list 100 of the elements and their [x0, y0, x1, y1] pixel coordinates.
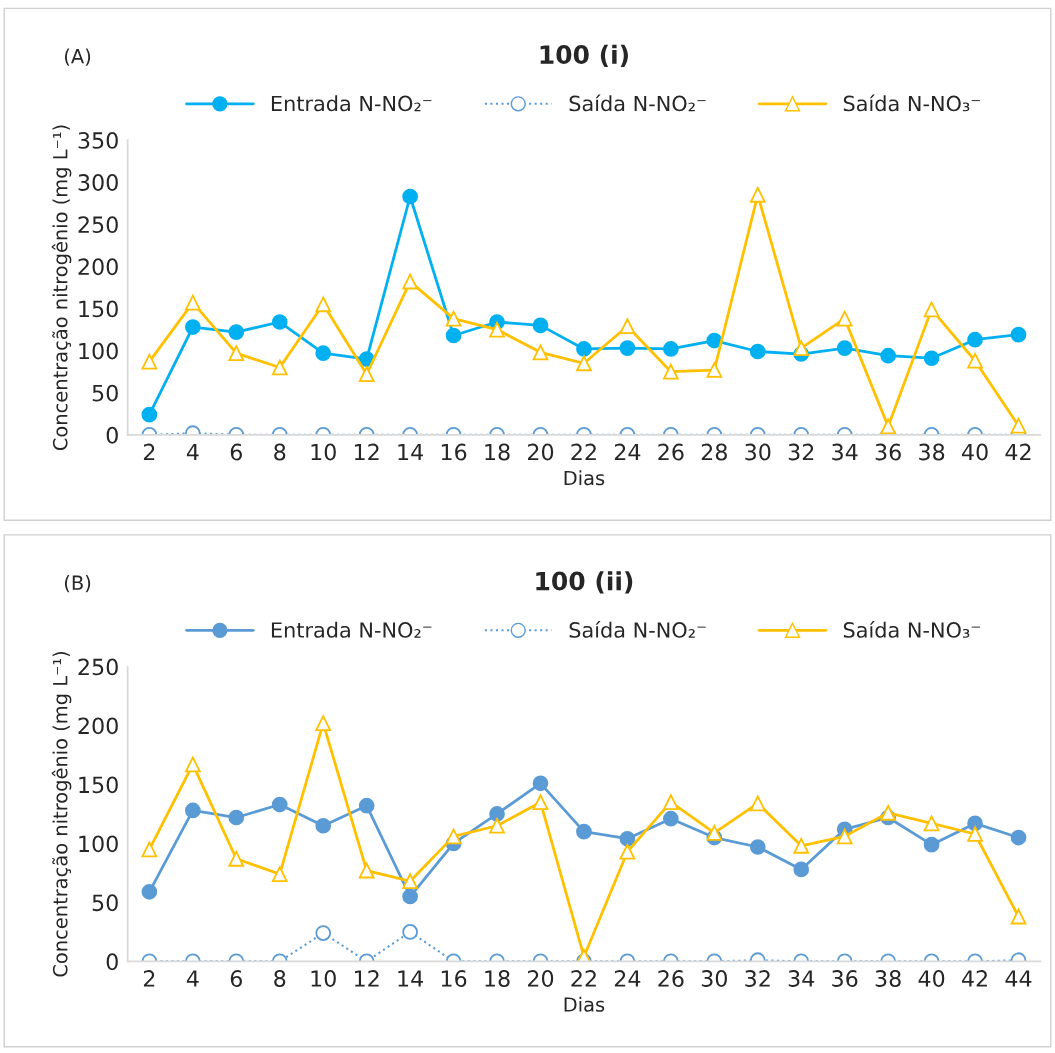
point	[271, 796, 288, 813]
x-tick-label: 10	[311, 443, 336, 461]
y-tick-label: 100	[79, 342, 118, 360]
point	[967, 815, 983, 832]
x-tick-label: 36	[875, 443, 901, 461]
point	[271, 866, 288, 882]
point	[1010, 829, 1027, 846]
point	[402, 873, 418, 890]
legend-label: Saída N-NO₂⁻	[569, 620, 706, 638]
point	[228, 809, 245, 826]
point	[315, 817, 332, 834]
x-tick-label: 22	[571, 970, 596, 987]
x-tick-label: 4	[186, 443, 199, 461]
point	[749, 839, 766, 855]
y-tick-label: 300	[78, 174, 118, 191]
x-tick-label: 12	[354, 443, 379, 461]
x-tick-label: 8	[274, 970, 286, 987]
point	[358, 797, 375, 814]
x-tick-label: 42	[961, 970, 987, 987]
point	[706, 824, 723, 841]
x-tick-label: 30	[701, 970, 727, 987]
x-tick-label: 34	[788, 970, 815, 987]
x-tick-label: 14	[398, 443, 424, 461]
legend-label: Saída N-NO₃⁻	[843, 620, 980, 638]
point	[532, 775, 549, 792]
x-tick-label: 4	[186, 970, 199, 987]
x-tick-label: 42	[1005, 443, 1031, 461]
legend-label: Entrada N-NO₂⁻	[271, 621, 432, 638]
x-tick-label: 24	[614, 970, 641, 987]
x-tick-label: 22	[571, 443, 596, 461]
x-tick-label: 38	[875, 970, 901, 987]
point	[489, 806, 505, 822]
point	[141, 883, 158, 900]
chart-title: 100 (i)	[540, 44, 628, 67]
y-tick-label: 150	[79, 776, 118, 794]
x-tick-label: 18	[485, 443, 510, 461]
x-tick-label: 34	[832, 443, 858, 461]
x-tick-label: 10	[311, 970, 336, 987]
x-tick-label: 2	[143, 970, 155, 987]
text: (B)	[64, 575, 91, 593]
point	[923, 836, 940, 853]
point	[836, 828, 853, 845]
legend-label: Entrada N-NO₂⁻	[271, 95, 432, 112]
x-tick-label: 12	[354, 970, 379, 987]
x-tick-label: 32	[745, 970, 770, 987]
point	[141, 841, 158, 858]
point	[663, 810, 679, 827]
x-tick-label: 16	[441, 443, 467, 461]
x-tick-label: 18	[485, 970, 510, 987]
point	[576, 823, 592, 840]
x-tick-label: 6	[230, 970, 242, 987]
y-tick-label: 50	[92, 384, 118, 402]
point	[184, 802, 201, 819]
point	[793, 861, 810, 878]
x-tick-label: 2	[143, 443, 155, 461]
x-tick-label: 38	[919, 443, 945, 461]
x-tick-label: 26	[658, 970, 684, 987]
y-tick-label: 0	[106, 426, 118, 444]
y-tick-label: 100	[79, 835, 118, 853]
x-tick-label: 6	[230, 443, 242, 461]
x-tick-label: 20	[527, 970, 554, 987]
x-tick-label: 14	[398, 970, 424, 987]
y-tick-label: 50	[92, 894, 118, 912]
point	[184, 756, 201, 773]
x-tick-label: 26	[658, 443, 684, 461]
point	[663, 794, 679, 811]
x-tick-label: 40	[961, 443, 988, 461]
legend-label: Saída N-NO₃⁻	[843, 94, 980, 112]
point	[228, 850, 245, 867]
point	[749, 795, 766, 812]
y-tick-label: 150	[79, 300, 118, 318]
x-tick-label: 8	[274, 443, 286, 461]
point	[619, 843, 636, 860]
point	[880, 804, 896, 821]
y-axis-title: Concentração nitrogênio (mg L⁻¹)	[51, 125, 72, 451]
x-tick-label: 32	[788, 443, 814, 461]
chart-title: 100 (ii)	[536, 571, 633, 594]
x-tick-label: 20	[527, 443, 554, 461]
x-tick-label: 40	[918, 970, 945, 987]
legend-label: Saída N-NO₂⁻	[569, 94, 706, 112]
point	[923, 815, 940, 832]
x-tick-label: 30	[745, 443, 771, 461]
x-axis-title: Dias	[564, 470, 605, 486]
point	[967, 826, 983, 842]
point	[402, 888, 418, 905]
x-axis-title: Dias	[564, 996, 605, 1012]
text: (A)	[64, 48, 91, 66]
y-tick-label: 200	[78, 258, 118, 276]
y-tick-label: 250	[78, 216, 118, 234]
x-tick-label: 36	[832, 970, 858, 987]
point	[358, 862, 375, 879]
point	[489, 817, 505, 834]
point	[619, 830, 636, 847]
x-tick-label: 16	[441, 970, 467, 987]
x-tick-label: 24	[614, 443, 641, 461]
y-tick-label: 350	[78, 132, 118, 149]
y-tick-label: 250	[78, 658, 118, 676]
point	[793, 837, 810, 854]
point	[532, 794, 549, 811]
x-tick-label: 44	[1005, 970, 1032, 987]
